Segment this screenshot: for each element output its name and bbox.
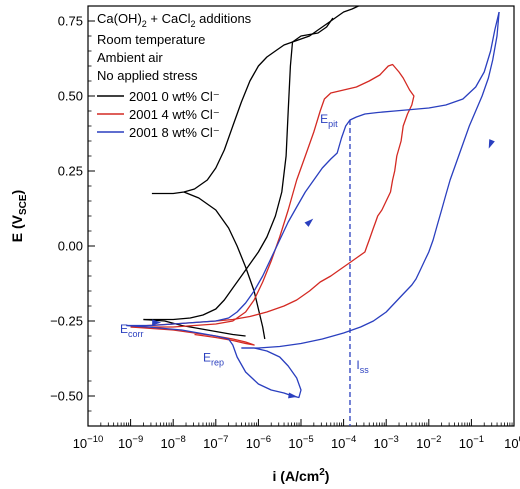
x-tick-label: 10−3 bbox=[374, 434, 399, 451]
series-0-line bbox=[143, 318, 246, 337]
direction-arrow bbox=[288, 392, 298, 399]
series-1-line bbox=[130, 63, 415, 328]
annotation-ss: Iss bbox=[356, 358, 369, 375]
x-tick-label: 10−1 bbox=[459, 434, 484, 451]
annotation-pit: Epit bbox=[320, 112, 338, 129]
series-2-line bbox=[126, 11, 500, 327]
note-2: Room temperature bbox=[97, 32, 205, 47]
note-3: Ambient air bbox=[97, 50, 163, 65]
direction-arrow bbox=[304, 218, 314, 227]
legend: 2001 0 wt% Cl⁻ 2001 4 wt% Cl⁻ 2001 8 wt%… bbox=[97, 89, 220, 140]
series-layer bbox=[126, 5, 500, 426]
y-tick-label: 0.50 bbox=[58, 89, 83, 104]
x-tick-label: 10−7 bbox=[203, 434, 228, 451]
series-2-line bbox=[126, 324, 302, 399]
y-tick-label: 0.25 bbox=[58, 164, 83, 179]
x-tick-label: 10−8 bbox=[161, 434, 186, 451]
series-0-line bbox=[143, 17, 334, 321]
y-tick-label: −0.25 bbox=[50, 314, 83, 329]
x-tick-label: 100 bbox=[504, 434, 520, 451]
direction-arrow bbox=[152, 319, 162, 326]
series-0-line bbox=[183, 191, 266, 340]
annotation-rep: Erep bbox=[203, 351, 224, 368]
x-tick-label: 10−5 bbox=[288, 434, 313, 451]
ticks-layer: 10−10 10−9 10−8 10−7 10−6 10−5 10−4 10−3 10−2 10−… bbox=[50, 14, 520, 452]
direction-arrow bbox=[488, 139, 495, 149]
notes-block: Ca(OH)2 + CaCl2 additions Room temperatu… bbox=[97, 11, 252, 83]
series-2-line bbox=[241, 11, 500, 349]
legend-label-2: 2001 8 wt% Cl⁻ bbox=[129, 125, 220, 140]
legend-label-0: 2001 0 wt% Cl⁻ bbox=[129, 89, 220, 104]
x-tick-label: 10−10 bbox=[73, 434, 104, 451]
annotation-layer: Epit Ecorr Erep Iss bbox=[120, 112, 369, 375]
legend-label-1: 2001 4 wt% Cl⁻ bbox=[129, 107, 220, 122]
y-tick-label: 0.75 bbox=[58, 14, 83, 29]
note-4: No applied stress bbox=[97, 68, 198, 83]
x-tick-label: 10−4 bbox=[331, 434, 356, 451]
series-1-line bbox=[130, 326, 255, 346]
x-tick-label: 10−6 bbox=[246, 434, 271, 451]
y-tick-label: 0.00 bbox=[58, 239, 83, 254]
x-tick-label: 10−9 bbox=[118, 434, 143, 451]
y-axis-title: E (VSCE) bbox=[9, 190, 29, 242]
annotation-corr: Ecorr bbox=[120, 322, 144, 339]
note-1: Ca(OH)2 + CaCl2 additions bbox=[97, 11, 252, 29]
x-tick-label: 10−2 bbox=[416, 434, 441, 451]
x-axis-title: i (A/cm2) bbox=[273, 467, 330, 484]
y-tick-label: −0.50 bbox=[50, 389, 83, 404]
